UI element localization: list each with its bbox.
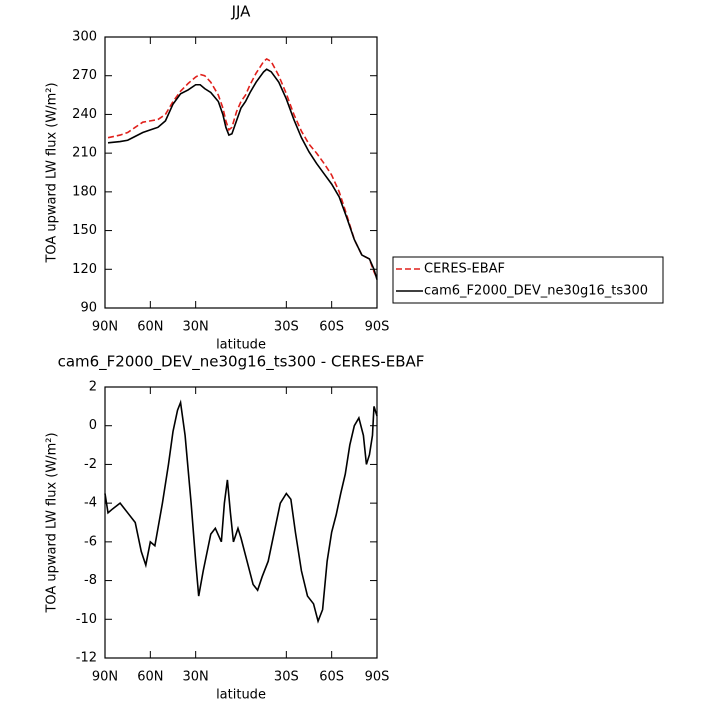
- plot-frame: [104, 36, 378, 309]
- legend-box: [392, 256, 664, 304]
- legend-label: cam6_F2000_DEV_ne30g16_ts300: [424, 284, 648, 299]
- y-tick-label: 270: [72, 68, 97, 83]
- y-tick-label: 120: [72, 262, 97, 277]
- x-tick-label: 90N: [92, 670, 118, 685]
- y-tick-label: -2: [84, 457, 97, 472]
- plot-frame: [104, 386, 378, 659]
- x-tick-label: 30N: [183, 320, 209, 335]
- y-tick-label: -12: [76, 651, 97, 666]
- x-tick-label: 60S: [319, 670, 344, 685]
- y-axis-label: TOA upward LW flux (W/m²): [45, 82, 60, 263]
- data-line: [107, 57, 378, 279]
- y-tick-label: -6: [84, 534, 97, 549]
- x-tick-label: 90N: [92, 320, 118, 335]
- y-tick-label: 90: [80, 301, 97, 316]
- chart-title: cam6_F2000_DEV_ne30g16_ts300 - CERES-EBA…: [58, 353, 425, 372]
- data-line: [104, 399, 378, 624]
- x-axis-label: latitude: [216, 338, 266, 353]
- y-axis-label: TOA upward LW flux (W/m²): [45, 432, 60, 613]
- legend-label: CERES-EBAF: [424, 262, 505, 277]
- x-tick-label: 30S: [274, 670, 299, 685]
- chart-title: JJA: [231, 3, 252, 21]
- x-tick-label: 90S: [365, 670, 390, 685]
- y-tick-label: -4: [84, 496, 97, 511]
- x-tick-label: 60S: [319, 320, 344, 335]
- x-tick-label: 90S: [365, 320, 390, 335]
- y-tick-label: 240: [72, 107, 97, 122]
- data-line: [107, 68, 378, 280]
- x-tick-label: 30S: [274, 320, 299, 335]
- y-tick-label: 2: [89, 380, 97, 395]
- y-tick-label: 0: [89, 418, 97, 433]
- y-tick-label: 180: [72, 184, 97, 199]
- y-tick-label: -8: [84, 573, 97, 588]
- x-tick-label: 60N: [137, 320, 163, 335]
- x-tick-label: 60N: [137, 670, 163, 685]
- y-tick-label: 150: [72, 223, 97, 238]
- y-tick-label: 210: [72, 146, 97, 161]
- y-tick-label: -10: [76, 612, 97, 627]
- y-tick-label: 300: [72, 30, 97, 45]
- x-axis-label: latitude: [216, 688, 266, 703]
- x-tick-label: 30N: [183, 670, 209, 685]
